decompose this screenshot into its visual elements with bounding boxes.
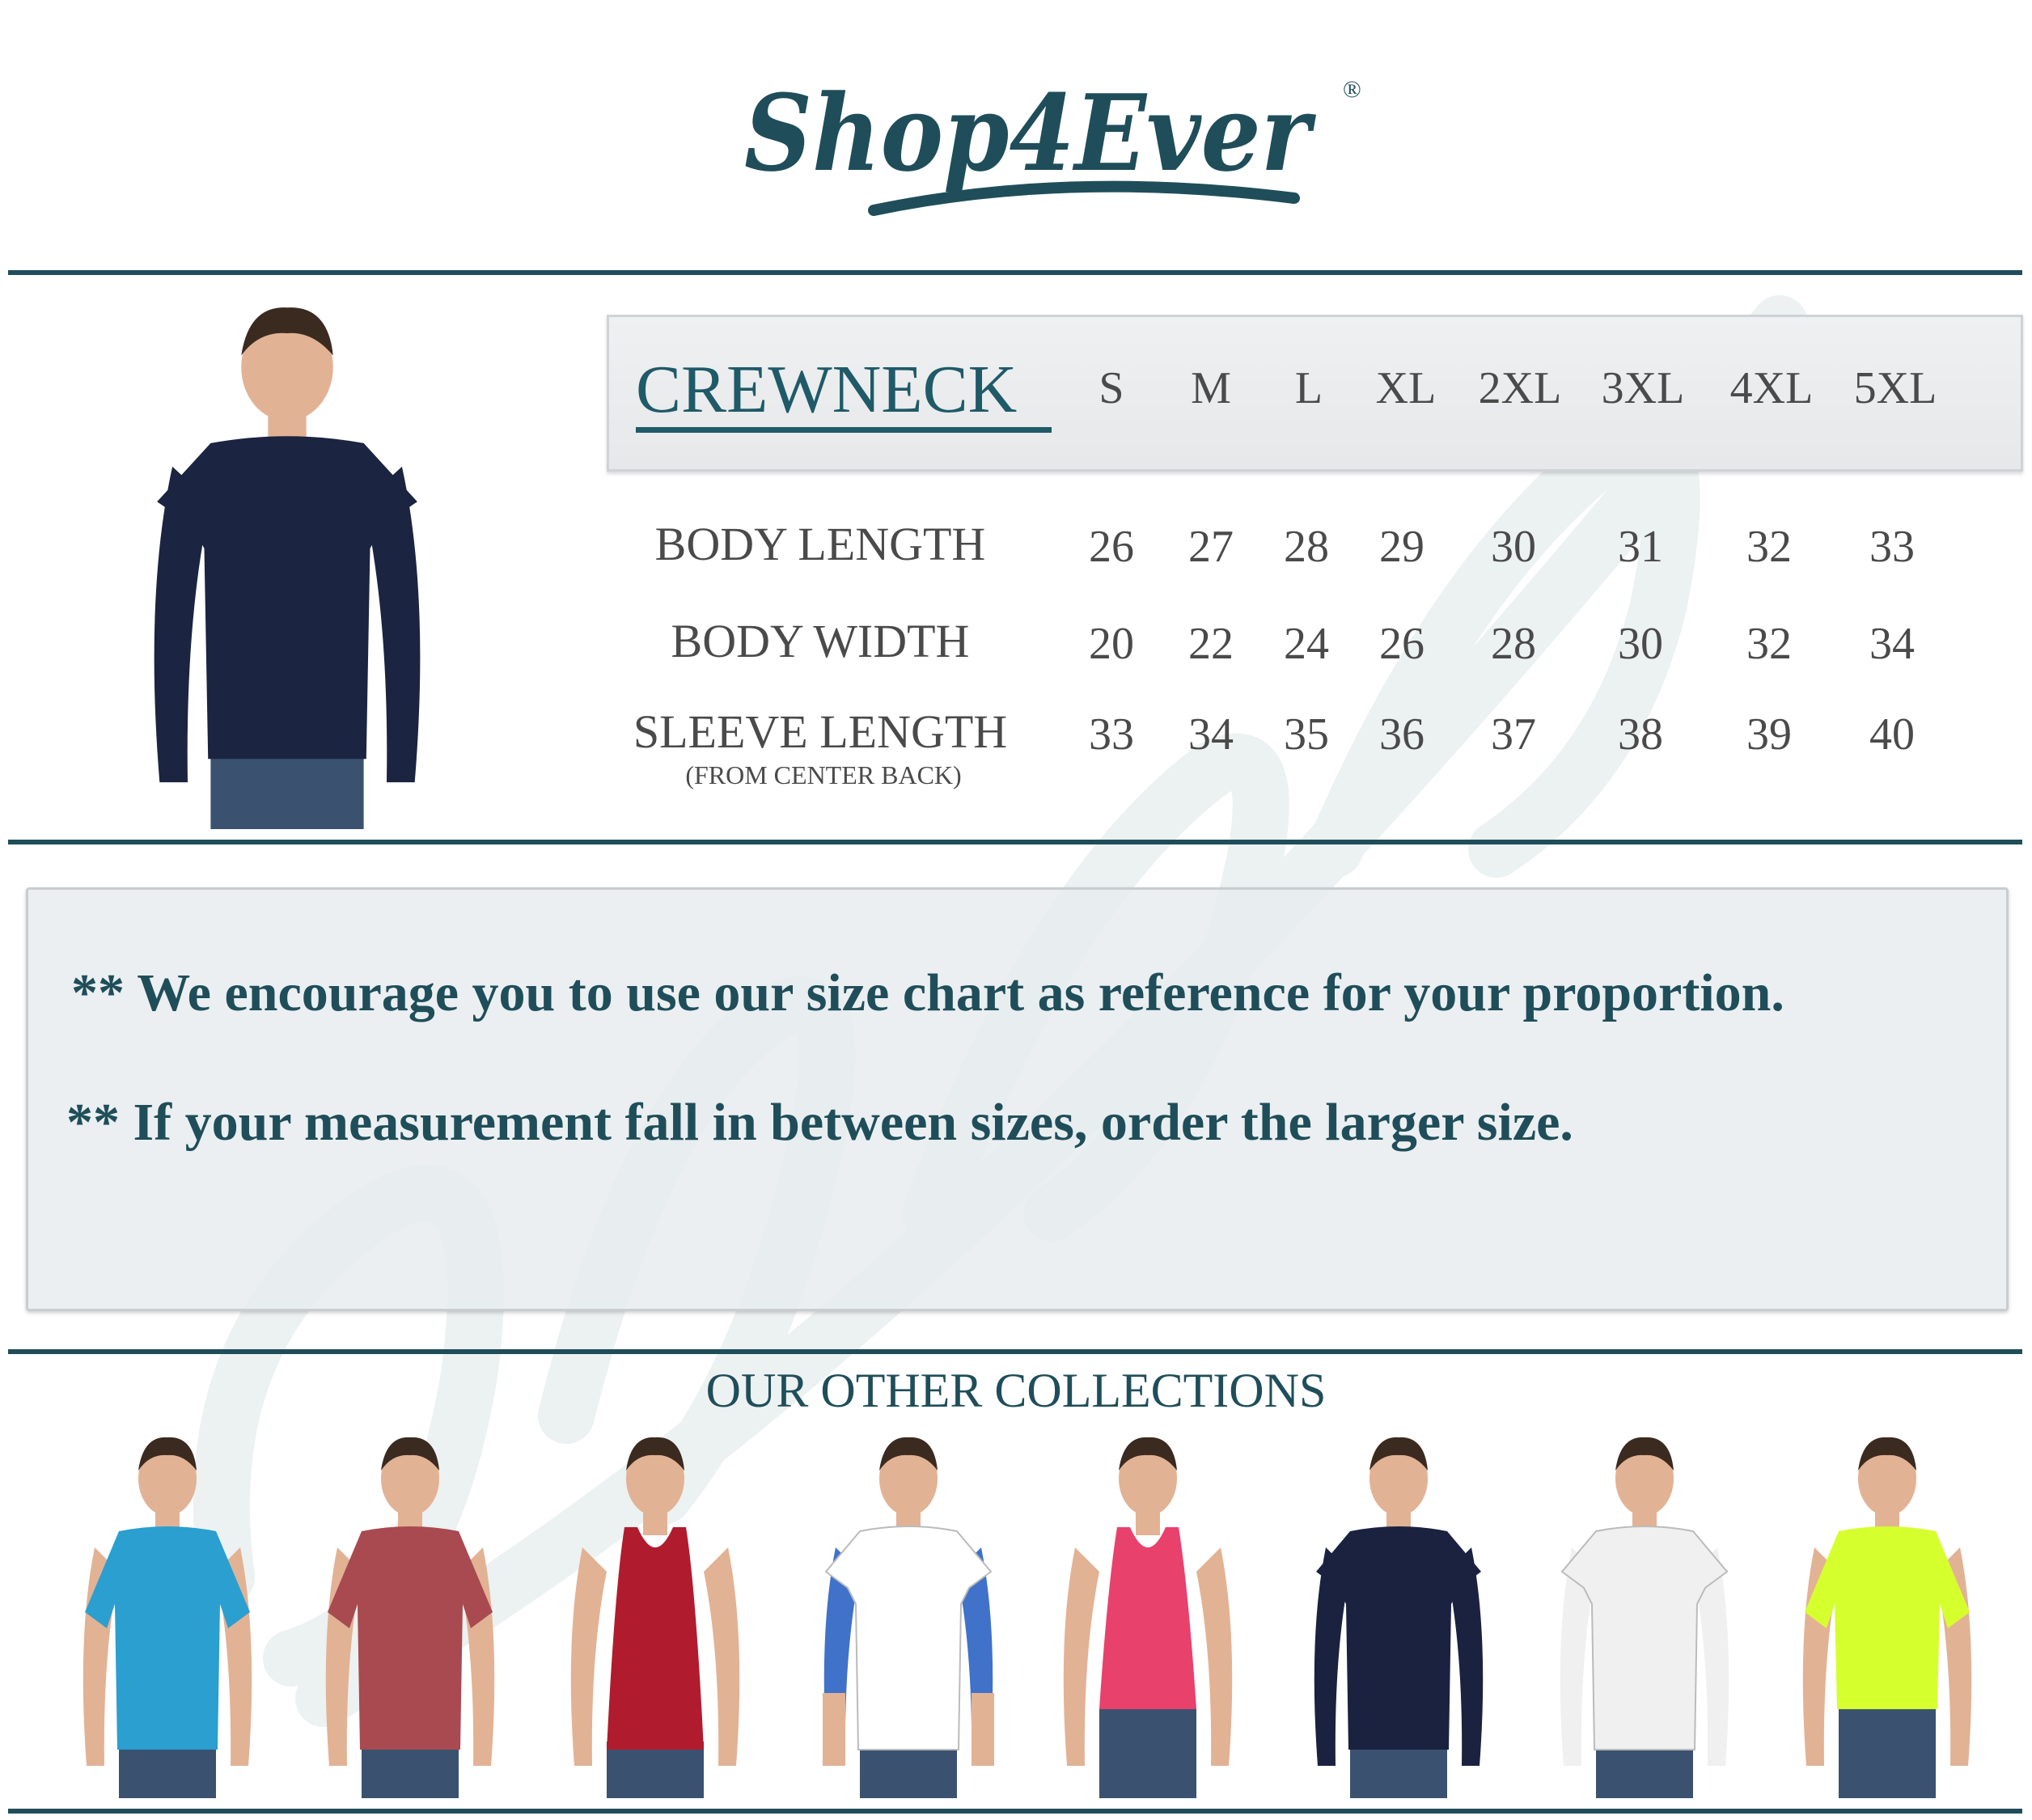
size-value: 32 [1746, 619, 1792, 669]
size-value: 27 [1188, 522, 1234, 572]
size-value: 31 [1618, 522, 1663, 572]
crewneck-model-photo [154, 307, 421, 829]
size-value: 29 [1379, 522, 1425, 572]
size-value: 38 [1618, 709, 1663, 760]
size-value: 28 [1491, 619, 1536, 669]
size-header-panel [607, 315, 2023, 472]
size-header-2xl: 2XL [1478, 363, 1562, 413]
row-label: BODY WIDTH [671, 615, 970, 667]
size-value: 30 [1618, 619, 1663, 669]
collection-item-tee[interactable] [62, 1426, 273, 1798]
size-header-xl: XL [1375, 363, 1437, 413]
size-value: 40 [1869, 709, 1915, 760]
size-value: 36 [1379, 709, 1425, 760]
size-value: 33 [1869, 522, 1915, 572]
size-value: 35 [1284, 709, 1329, 760]
brand-logo: Shop4Ever ® [744, 71, 1361, 216]
size-value: 39 [1746, 709, 1792, 760]
size-value: 30 [1491, 522, 1536, 572]
collection-item-longsleeve[interactable] [1293, 1426, 1504, 1798]
row-sublabel: (FROM CENTER BACK) [685, 760, 962, 789]
row-label: SLEEVE LENGTH [633, 705, 1008, 758]
size-header-l: L [1294, 363, 1323, 413]
size-value: 33 [1089, 709, 1134, 760]
notes-panel [26, 887, 2009, 1311]
product-title: CREWNECK [636, 352, 1018, 427]
title-underline [636, 427, 1052, 433]
divider-middle [8, 840, 2022, 844]
collection-item-tee[interactable] [305, 1426, 515, 1798]
collections-title: OUR OTHER COLLECTIONS [705, 1364, 1327, 1417]
note-between-sizes: ** If your measurement fall in between s… [66, 1093, 1573, 1152]
size-value: 28 [1284, 522, 1329, 572]
collection-item-tank[interactable] [550, 1426, 760, 1798]
size-value: 20 [1089, 619, 1134, 669]
row-label: BODY LENGTH [654, 518, 986, 570]
collection-item-longsleeve[interactable] [1539, 1426, 1750, 1798]
collection-item-crop-tee[interactable] [1782, 1426, 1992, 1798]
size-header-3xl: 3XL [1601, 363, 1685, 413]
size-value: 37 [1491, 709, 1536, 760]
size-value: 26 [1089, 522, 1134, 572]
svg-text:Shop4Ever: Shop4Ever [744, 71, 1317, 195]
collection-item-raglan[interactable] [803, 1426, 1014, 1798]
size-value: 22 [1188, 619, 1234, 669]
collection-item-crop-tank[interactable] [1043, 1426, 1253, 1798]
divider-bottom [8, 1809, 2022, 1814]
divider-collections [8, 1349, 2022, 1354]
size-value: 24 [1284, 619, 1329, 669]
note-reference: ** We encourage you to use our size char… [71, 963, 1784, 1022]
divider-top [8, 270, 2022, 275]
size-value: 34 [1188, 709, 1234, 760]
size-header-m: M [1191, 363, 1231, 413]
size-header-5xl: 5XL [1853, 363, 1937, 413]
svg-text:®: ® [1343, 76, 1361, 103]
size-value: 32 [1746, 522, 1792, 572]
size-header-4xl: 4XL [1729, 363, 1814, 413]
size-header-s: S [1099, 363, 1124, 413]
size-value: 34 [1869, 619, 1915, 669]
size-value: 26 [1379, 619, 1425, 669]
